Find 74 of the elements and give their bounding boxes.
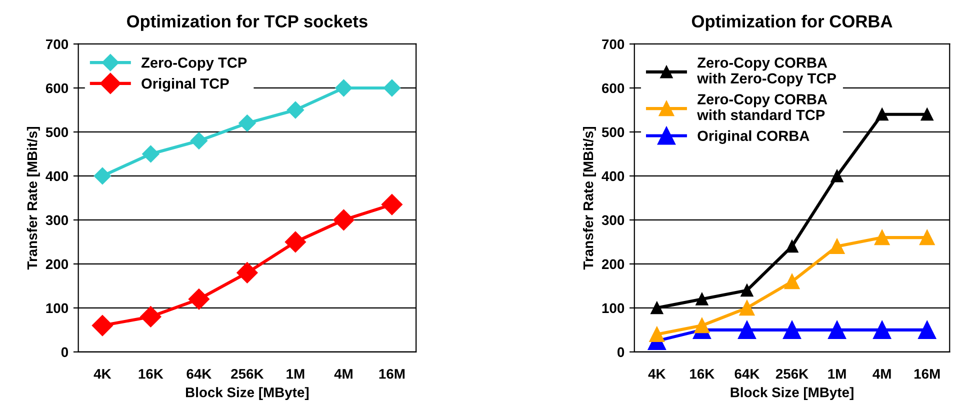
point: [333, 209, 354, 230]
y-tick-label: 500: [46, 127, 68, 138]
point: [381, 194, 402, 216]
legend-label: Zero-Copy TCP: [141, 58, 247, 71]
x-tick-label: 1M: [828, 369, 846, 379]
point: [873, 320, 892, 339]
y-tick-label: 100: [46, 303, 68, 314]
point: [335, 79, 352, 97]
y-tick-label: 0: [61, 347, 68, 358]
point: [696, 292, 708, 306]
x-tick-label: 4M: [872, 369, 891, 379]
y-axis-title: Transfer Rate [MBit/s]: [582, 126, 596, 270]
point: [284, 231, 306, 252]
point: [874, 230, 890, 246]
x-axis-title: Block Size [MByte]: [730, 387, 854, 400]
point: [92, 315, 113, 336]
point: [94, 167, 111, 185]
chart-title: Optimization for CORBA: [692, 14, 892, 31]
y-tick-label: 200: [46, 259, 68, 270]
point: [739, 300, 755, 316]
x-tick-label: 4K: [94, 369, 112, 379]
point: [920, 108, 934, 121]
y-tick-label: 300: [602, 215, 624, 226]
point: [828, 320, 846, 339]
point: [140, 306, 162, 328]
point: [694, 318, 710, 334]
y-tick-label: 400: [602, 171, 624, 182]
y-tick-label: 600: [602, 83, 624, 94]
x-tick-label: 64K: [734, 368, 760, 379]
point: [782, 320, 802, 339]
x-tick-label: 256K: [776, 368, 808, 379]
y-tick-label: 600: [46, 83, 68, 94]
point: [238, 114, 256, 132]
legend-label: Zero-Copy CORBA with Zero-Copy TCP: [697, 58, 836, 86]
y-tick-label: 300: [46, 215, 68, 226]
point: [236, 262, 258, 284]
x-tick-label: 16M: [379, 368, 405, 379]
y-tick-label: 200: [602, 259, 624, 270]
y-tick-label: 700: [46, 39, 68, 50]
point: [740, 284, 754, 297]
point: [286, 101, 304, 119]
x-tick-label: 16K: [690, 368, 715, 379]
point: [830, 170, 844, 182]
point: [383, 79, 400, 97]
point: [142, 145, 160, 163]
point: [784, 274, 800, 290]
y-tick-label: 100: [602, 303, 624, 314]
y-tick-label: 700: [602, 39, 624, 50]
point: [919, 230, 935, 246]
x-axis-title: Block Size [MByte]: [186, 387, 309, 400]
point: [188, 288, 210, 310]
legend-label: Zero-Copy CORBA with standard TCP: [697, 94, 828, 120]
point: [829, 238, 845, 254]
x-tick-label: 256K: [231, 368, 264, 379]
y-tick-label: 400: [46, 171, 68, 182]
point: [649, 326, 665, 342]
x-tick-label: 4M: [334, 369, 352, 379]
legend-label: Original CORBA: [698, 130, 810, 144]
y-axis-title: Transfer Rate [MBit/s]: [26, 126, 40, 270]
point: [190, 132, 208, 150]
legend-label: Original TCP: [142, 78, 229, 92]
point: [738, 320, 756, 339]
point: [918, 320, 936, 339]
point: [876, 108, 888, 121]
x-tick-label: 1M: [286, 369, 304, 379]
chart-title: Optimization for TCP sockets: [127, 14, 368, 31]
x-tick-label: 16K: [138, 368, 164, 379]
x-tick-label: 4K: [648, 369, 666, 379]
point: [786, 240, 798, 253]
y-tick-label: 500: [602, 127, 624, 138]
x-tick-label: 64K: [186, 368, 212, 379]
point: [650, 302, 664, 314]
x-tick-label: 16M: [914, 368, 940, 379]
y-tick-label: 0: [617, 347, 624, 358]
